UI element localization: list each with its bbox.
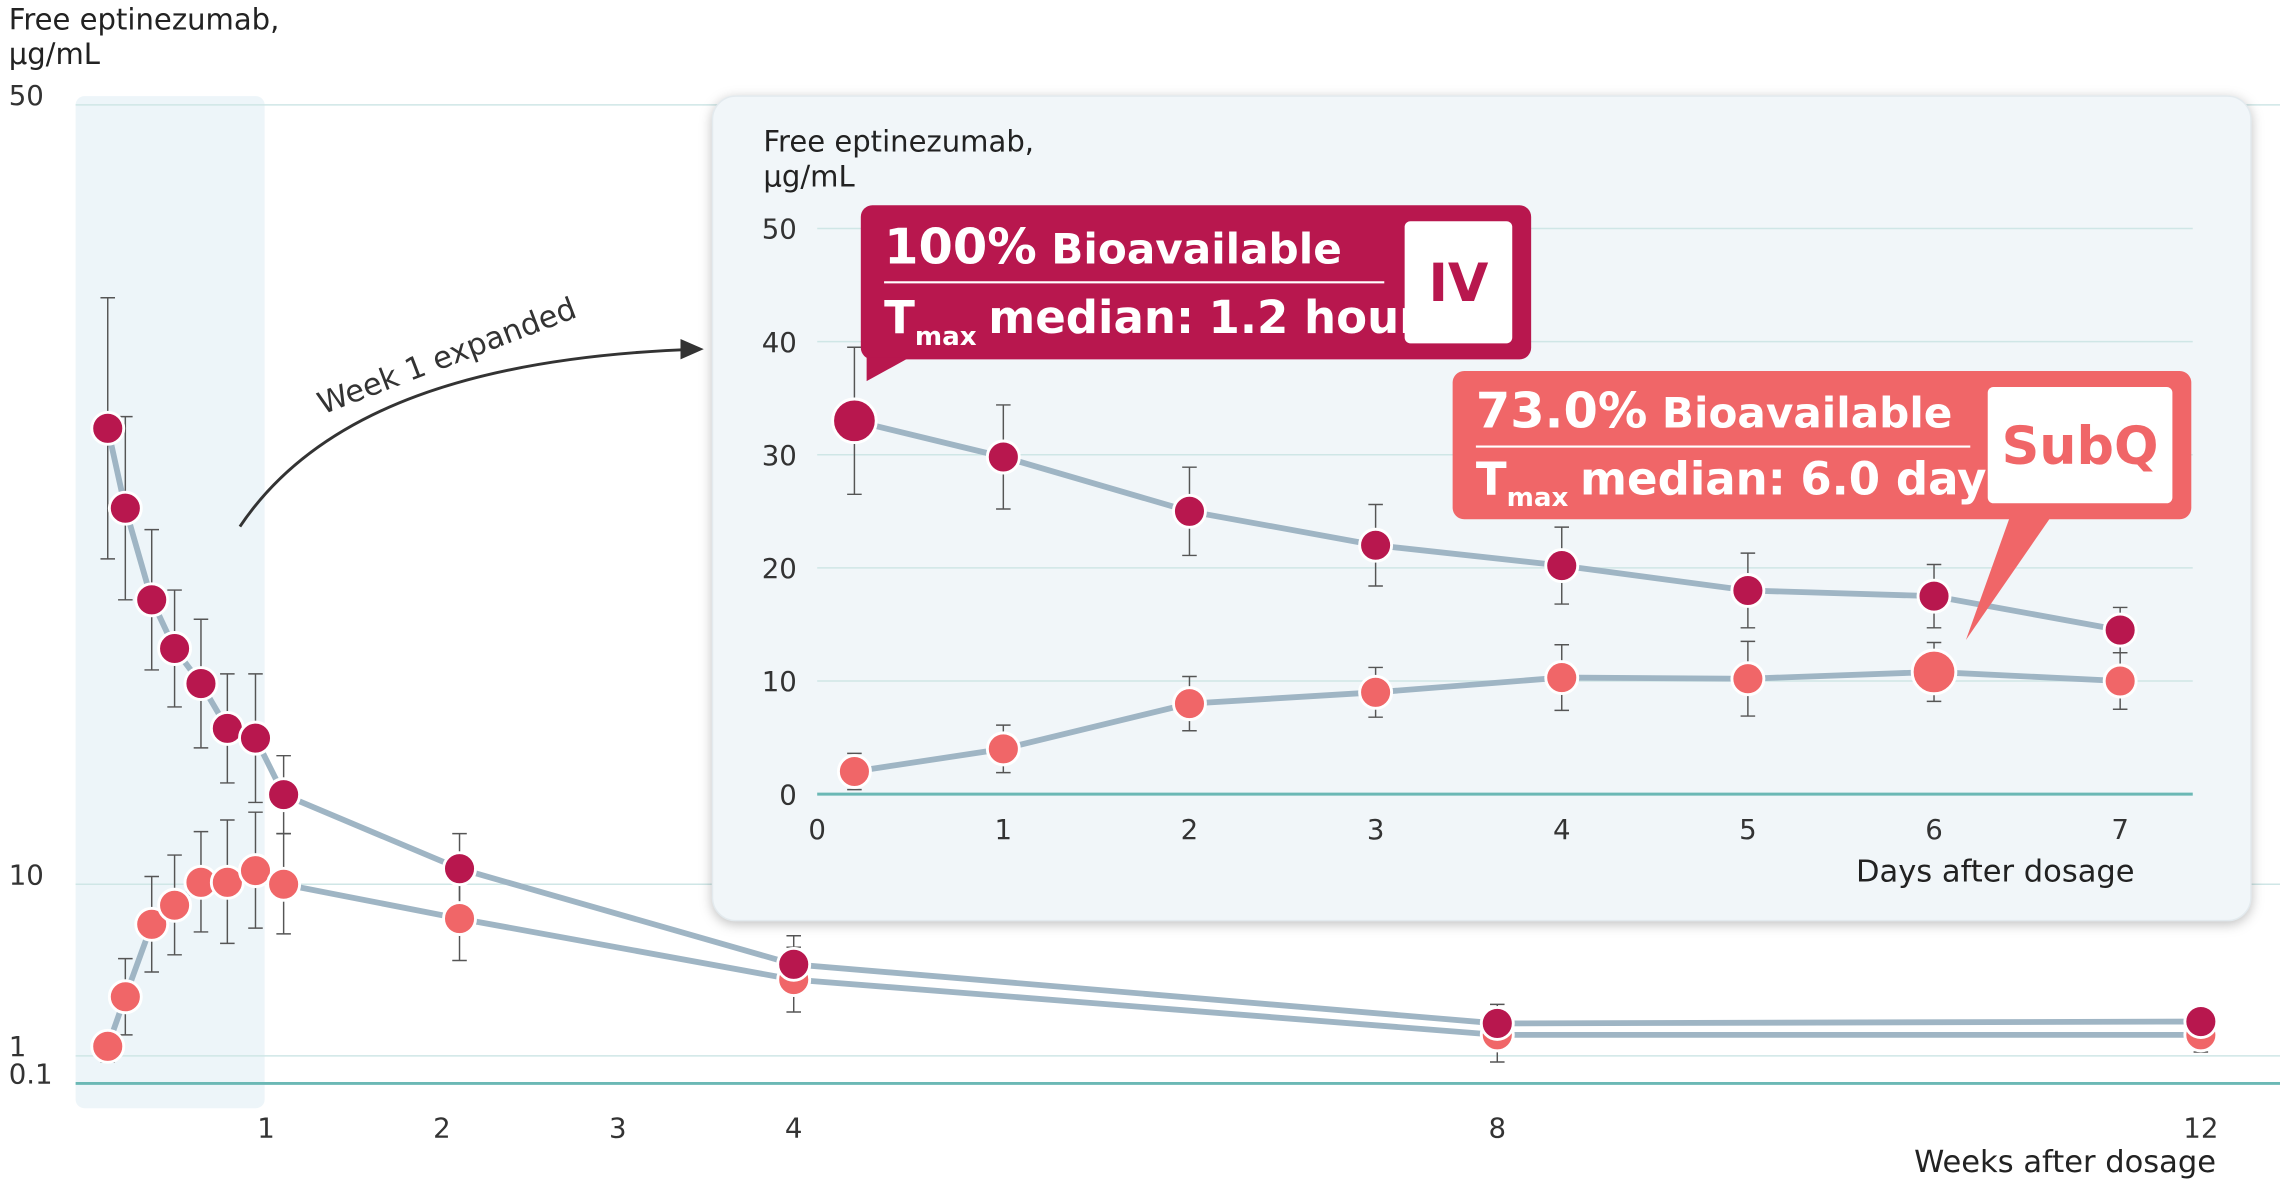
y-tick-label: 10 — [9, 858, 44, 891]
data-point — [442, 851, 477, 887]
y-tick-label: 50 — [9, 79, 44, 112]
y-tick-label: 20 — [762, 552, 797, 585]
median: median: — [1580, 453, 1786, 506]
y-tick-label: 40 — [762, 326, 797, 359]
x-tick-label: 8 — [1488, 1111, 1506, 1144]
bioavailability: 73.0% Bioavailable — [1476, 382, 1952, 440]
route-box — [1404, 221, 1513, 344]
y-tick-label: 0.1 — [9, 1057, 53, 1090]
data-point — [238, 720, 273, 756]
data-point — [157, 887, 193, 923]
inset-y-label: μg/mL — [763, 159, 855, 193]
data-point — [266, 777, 302, 813]
median: median: — [988, 291, 1194, 344]
data-point — [1172, 493, 1207, 529]
data-point — [2102, 612, 2138, 648]
x-label: Weeks after dosage — [1914, 1145, 2216, 1180]
x-tick-label: 0 — [808, 813, 826, 846]
route-label: SubQ — [2002, 416, 2159, 477]
data-point — [2102, 663, 2138, 699]
data-point — [1479, 1005, 1515, 1041]
data-point — [2183, 1004, 2219, 1039]
max: max — [1507, 483, 1569, 513]
x-tick-label: 7 — [2111, 813, 2129, 846]
data-point — [1910, 648, 1958, 696]
route-box — [1987, 386, 2173, 504]
t: T — [884, 291, 915, 344]
y-tick-label: 0 — [779, 778, 797, 811]
y-tick-label: 50 — [762, 213, 797, 246]
data-point — [985, 731, 1021, 767]
series-line — [853, 669, 2121, 775]
data-point — [1358, 527, 1394, 563]
x-tick-label: 4 — [785, 1111, 803, 1144]
x-tick-label: 1 — [995, 813, 1013, 846]
data-point — [183, 666, 219, 702]
data-point — [1916, 578, 1952, 614]
x-tick-label: 6 — [1925, 813, 1943, 846]
time: 6.0 days — [1800, 453, 2013, 506]
data-point — [134, 906, 170, 942]
data-point — [157, 631, 193, 666]
percent: 73.0% — [1476, 382, 1647, 440]
data-point — [238, 853, 273, 889]
annotation: Week 1 expanded — [313, 291, 581, 422]
y-tick-label: 1 — [9, 1030, 27, 1063]
x-tick-label: 3 — [1367, 813, 1385, 846]
y-label: μg/mL — [9, 37, 101, 71]
t: T — [1476, 453, 1507, 506]
y-tick-label: 10 — [762, 665, 797, 698]
percent: 100% — [884, 217, 1037, 275]
data-point — [90, 410, 126, 446]
data-point — [90, 1028, 126, 1064]
x-tick-label: 3 — [609, 1111, 627, 1144]
data-point — [1544, 660, 1580, 696]
x-tick-label: 4 — [1553, 813, 1571, 846]
x-tick-label: 2 — [433, 1111, 451, 1144]
data-point — [1172, 686, 1207, 722]
data-point — [1730, 573, 1766, 608]
max: max — [915, 322, 977, 352]
y-tick-label: 30 — [762, 439, 797, 472]
time: 1.2 hours — [1209, 291, 1449, 344]
data-point — [831, 397, 878, 445]
data-point — [134, 582, 170, 618]
bioavailable: Bioavailable — [1662, 389, 1952, 438]
data-point — [1730, 661, 1766, 697]
data-point — [776, 946, 812, 982]
x-tick-label: 2 — [1181, 813, 1199, 846]
y-label: Free eptinezumab, — [9, 2, 280, 36]
inset-y-label: Free eptinezumab, — [763, 124, 1034, 158]
tmax: Tmax median: 1.2 hours — [884, 291, 1448, 352]
inset-x-label: Days after dosage — [1856, 854, 2135, 889]
data-point — [442, 901, 477, 937]
bioavailability: 100% Bioavailable — [884, 217, 1342, 275]
bioavailable: Bioavailable — [1051, 224, 1341, 273]
x-tick-label: 12 — [2183, 1111, 2218, 1144]
arrow — [238, 347, 699, 528]
data-point — [266, 866, 302, 902]
callout-pointer — [1965, 517, 2051, 640]
data-point — [1358, 674, 1394, 710]
tmax: Tmax median: 6.0 days — [1476, 453, 2013, 514]
data-point — [985, 439, 1021, 475]
arrow-head — [680, 338, 704, 360]
data-point — [107, 979, 143, 1015]
data-point — [836, 754, 872, 789]
data-point — [107, 490, 143, 526]
x-tick-label: 1 — [257, 1111, 275, 1144]
data-point — [1544, 548, 1580, 584]
callout-pointer — [866, 357, 909, 382]
route-label: IV — [1428, 253, 1488, 314]
callouts: IV 100% Bioavailable Tmax median: 1.2 hours Su… — [860, 205, 2192, 640]
week1-band — [75, 96, 265, 1109]
x-tick-label: 5 — [1739, 813, 1757, 846]
series-line — [853, 417, 2121, 633]
